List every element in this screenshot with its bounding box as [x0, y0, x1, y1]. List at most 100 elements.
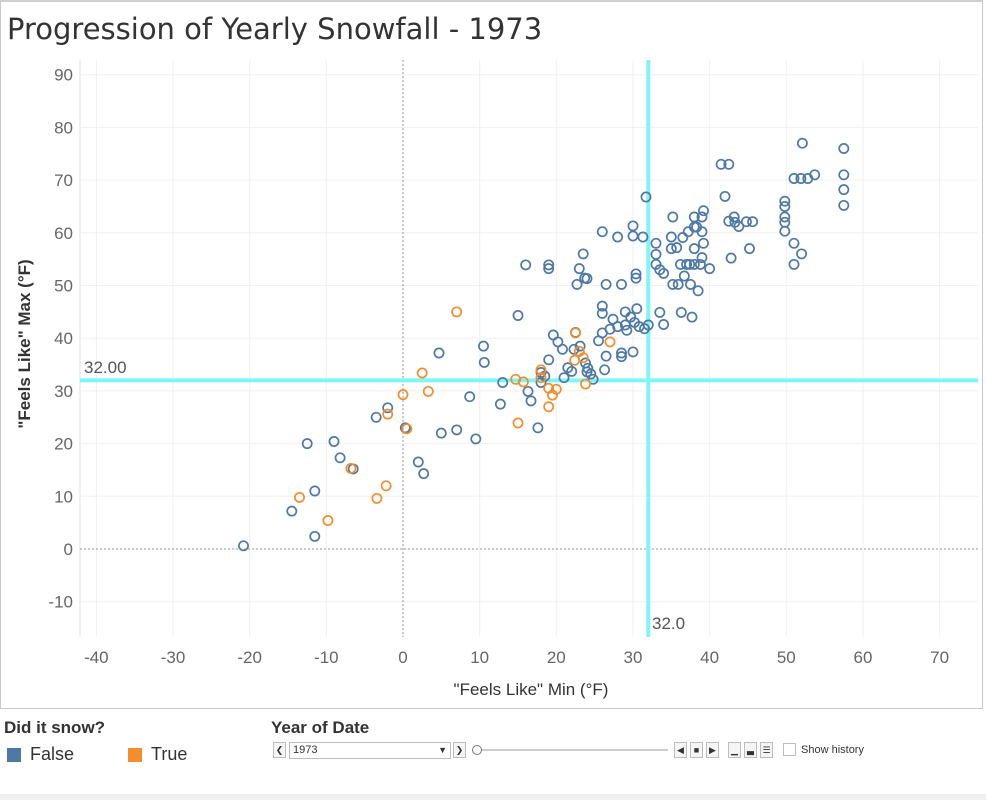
- point-false[interactable]: [665, 243, 677, 255]
- data-points[interactable]: [238, 137, 850, 552]
- point-false[interactable]: [667, 278, 679, 290]
- point-false[interactable]: [723, 158, 735, 170]
- next-year-button[interactable]: ❯: [453, 742, 466, 758]
- point-false[interactable]: [788, 258, 800, 270]
- point-false[interactable]: [612, 321, 624, 333]
- point-false[interactable]: [301, 438, 313, 450]
- point-false[interactable]: [696, 226, 708, 238]
- point-false[interactable]: [631, 303, 643, 315]
- previous-year-button[interactable]: ❮: [273, 742, 286, 758]
- point-false[interactable]: [568, 343, 580, 355]
- point-false[interactable]: [581, 273, 593, 285]
- point-false[interactable]: [616, 347, 627, 359]
- point-false[interactable]: [728, 211, 740, 223]
- point-false[interactable]: [637, 231, 649, 243]
- point-false[interactable]: [412, 456, 424, 468]
- point-false[interactable]: [654, 306, 666, 318]
- play-forward-button[interactable]: ▶: [706, 742, 719, 758]
- point-false[interactable]: [650, 248, 662, 260]
- point-false[interactable]: [838, 169, 850, 181]
- point-false[interactable]: [715, 158, 727, 170]
- point-false[interactable]: [779, 195, 791, 207]
- point-false[interactable]: [642, 319, 654, 331]
- point-false[interactable]: [309, 485, 321, 497]
- point-false[interactable]: [612, 231, 624, 243]
- point-false[interactable]: [788, 173, 800, 184]
- point-false[interactable]: [286, 505, 298, 517]
- point-false[interactable]: [599, 364, 611, 376]
- point-true[interactable]: [535, 364, 547, 376]
- point-false[interactable]: [616, 351, 627, 363]
- point-false[interactable]: [698, 237, 709, 249]
- point-false[interactable]: [370, 411, 382, 423]
- point-false[interactable]: [685, 278, 696, 290]
- point-false[interactable]: [796, 248, 808, 260]
- point-false[interactable]: [788, 237, 800, 249]
- point-false[interactable]: [658, 267, 670, 279]
- point-false[interactable]: [686, 311, 698, 323]
- point-false[interactable]: [600, 278, 612, 290]
- point-false[interactable]: [696, 211, 708, 223]
- point-false[interactable]: [596, 307, 608, 319]
- year-select[interactable]: 1973 ▼: [289, 742, 451, 759]
- point-false[interactable]: [238, 540, 249, 552]
- point-false[interactable]: [719, 190, 731, 202]
- point-false[interactable]: [733, 221, 745, 232]
- point-false[interactable]: [334, 452, 346, 464]
- point-false[interactable]: [600, 350, 612, 362]
- stop-button[interactable]: ■: [690, 742, 703, 758]
- point-false[interactable]: [573, 263, 585, 275]
- point-false[interactable]: [596, 226, 608, 238]
- point-false[interactable]: [309, 530, 321, 542]
- point-false[interactable]: [809, 169, 821, 181]
- point-false[interactable]: [704, 263, 716, 275]
- point-false[interactable]: [650, 237, 662, 249]
- point-false[interactable]: [566, 365, 578, 377]
- play-backward-button[interactable]: ◀: [674, 742, 687, 758]
- point-false[interactable]: [838, 199, 850, 211]
- point-false[interactable]: [619, 306, 631, 318]
- point-false[interactable]: [558, 372, 570, 384]
- point-false[interactable]: [604, 323, 616, 335]
- point-false[interactable]: [838, 184, 850, 196]
- point-true[interactable]: [401, 423, 413, 435]
- point-false[interactable]: [725, 252, 737, 264]
- point-false[interactable]: [557, 343, 568, 355]
- point-false[interactable]: [779, 201, 791, 212]
- point-true[interactable]: [570, 327, 581, 339]
- point-false[interactable]: [543, 259, 555, 271]
- point-true[interactable]: [604, 336, 616, 348]
- point-false[interactable]: [382, 402, 394, 414]
- point-false[interactable]: [464, 391, 476, 403]
- point-false[interactable]: [525, 395, 537, 407]
- point-true[interactable]: [397, 389, 409, 401]
- point-false[interactable]: [585, 368, 597, 380]
- point-false[interactable]: [328, 436, 340, 447]
- legend-item-false[interactable]: False: [7, 744, 74, 765]
- point-false[interactable]: [779, 211, 791, 223]
- point-true[interactable]: [517, 376, 529, 388]
- point-false[interactable]: [747, 216, 759, 228]
- point-true[interactable]: [580, 378, 591, 390]
- show-history-checkbox[interactable]: [783, 743, 796, 756]
- point-false[interactable]: [672, 278, 684, 290]
- speed-medium-button[interactable]: ▃: [744, 742, 757, 758]
- point-false[interactable]: [621, 324, 633, 336]
- point-false[interactable]: [451, 424, 463, 436]
- point-false[interactable]: [694, 258, 706, 270]
- point-false[interactable]: [532, 422, 544, 434]
- point-true[interactable]: [294, 491, 305, 503]
- point-false[interactable]: [640, 191, 652, 203]
- point-false[interactable]: [671, 242, 683, 254]
- point-false[interactable]: [696, 252, 708, 264]
- point-false[interactable]: [688, 258, 700, 270]
- year-slider-handle[interactable]: [472, 745, 482, 755]
- point-false[interactable]: [665, 231, 677, 243]
- point-false[interactable]: [520, 259, 532, 271]
- point-true[interactable]: [512, 417, 524, 429]
- legend-item-true[interactable]: True: [128, 744, 187, 765]
- point-false[interactable]: [627, 346, 639, 358]
- point-false[interactable]: [678, 270, 690, 282]
- point-true[interactable]: [380, 480, 392, 492]
- point-true[interactable]: [322, 515, 334, 526]
